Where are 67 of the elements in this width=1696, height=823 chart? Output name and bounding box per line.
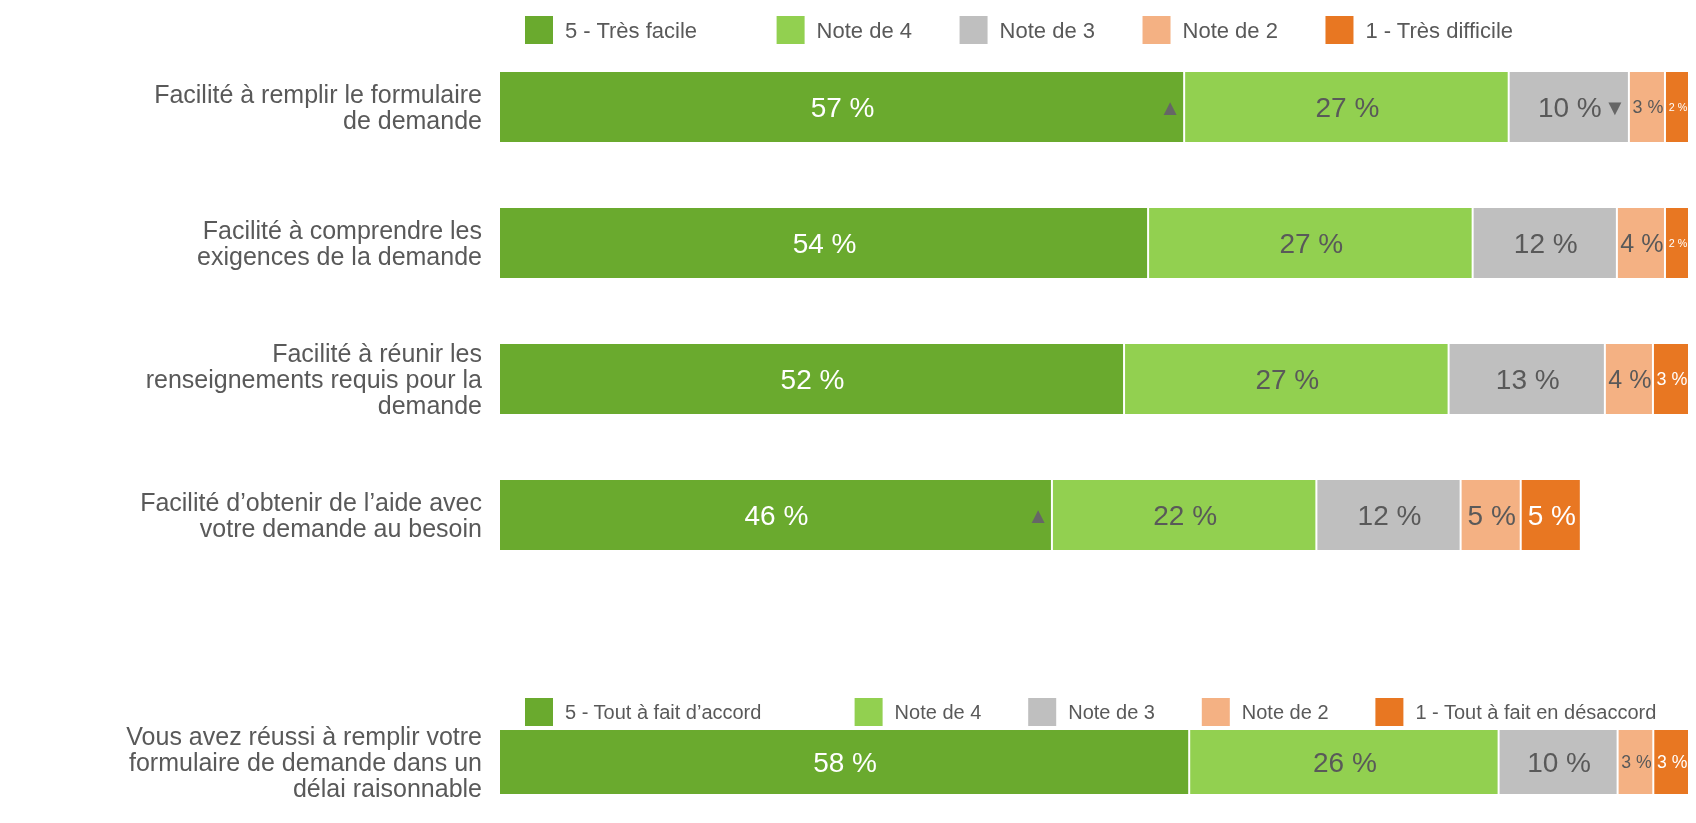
data-label: 57 % [810,91,875,123]
y-tick-label: Vous avez réussi à remplir votre formulaire de demande dans un délai raisonnable [126,721,482,802]
y-tick-label: Facilité d’obtenir de l’aide avec votre demande au besoin [140,487,482,542]
data-label: 22 % [1153,499,1218,531]
annotation: ▼ [1604,94,1626,120]
bar [500,730,1189,794]
y-tick-label: Facilité à remplir le formulaire de demande [154,79,482,134]
bar [1317,480,1460,550]
legend-label: 5 - Très facile [565,17,698,43]
y-tick-label: Facilité à comprendre les exigences de la demande [197,215,482,270]
bar [1449,344,1604,414]
bar [500,72,1184,142]
bar [500,344,1124,414]
data-label: 3 % [1656,752,1688,773]
data-label: 12 % [1357,499,1422,531]
legend-label: Note de 4 [816,17,913,43]
legend-label: Note de 3 [1068,701,1155,723]
data-label: 10 % [1527,746,1592,778]
bar [1185,72,1508,142]
bar [1190,730,1498,794]
data-label: 2 % [1668,100,1688,113]
legend-label: Note de 4 [894,701,982,723]
annotation: ▲ [1027,502,1049,528]
bar [1654,730,1688,794]
bar [1521,480,1580,550]
bar [500,208,1148,278]
data-label: 13 % [1495,363,1560,395]
data-label: 46 % [744,499,809,531]
data-label: 54 % [792,227,857,259]
annotation: ▲ [1159,94,1182,120]
data-label: 27 % [1279,227,1344,259]
bar [1665,72,1688,142]
data-label: 10 % [1537,91,1602,123]
data-label: 3 % [1621,752,1652,773]
data-label: 5 % [1467,499,1516,531]
y-tick-label: Facilité à réunir les renseignements requis pour la demande [145,338,483,419]
bar [1665,208,1688,278]
data-label: 3 % [1656,369,1688,390]
bar [1125,344,1448,414]
bar [1499,730,1617,794]
bar [1052,480,1316,550]
bar [1473,208,1616,278]
bar [500,480,1051,550]
bar [1149,208,1472,278]
data-label: 3 % [1632,97,1664,118]
legend-label: 5 - Tout à fait d’accord [565,701,762,723]
legend-label: Note de 2 [1241,701,1329,723]
bar [1461,480,1520,550]
data-label: 4 % [1620,228,1664,257]
bar [1629,72,1664,142]
bar [1653,344,1688,414]
data-label: 2 % [1668,236,1688,249]
bar [1605,344,1652,414]
data-label: 52 % [780,363,845,395]
data-label: 27 % [1315,91,1380,123]
data-label: 26 % [1312,746,1377,778]
data-label: 58 % [813,746,878,778]
data-label: 5 % [1527,499,1576,531]
legend-label: Note de 3 [999,17,1095,43]
legend-label: Note de 2 [1182,17,1278,43]
data-label: 27 % [1255,363,1320,395]
bar [1509,72,1628,142]
bar [1617,208,1664,278]
data-label: 4 % [1608,364,1652,393]
legend-label: 1 - Tout à fait en désaccord [1415,701,1657,723]
legend-label: 1 - Très difficile [1365,17,1514,43]
data-label: 12 % [1513,227,1578,259]
